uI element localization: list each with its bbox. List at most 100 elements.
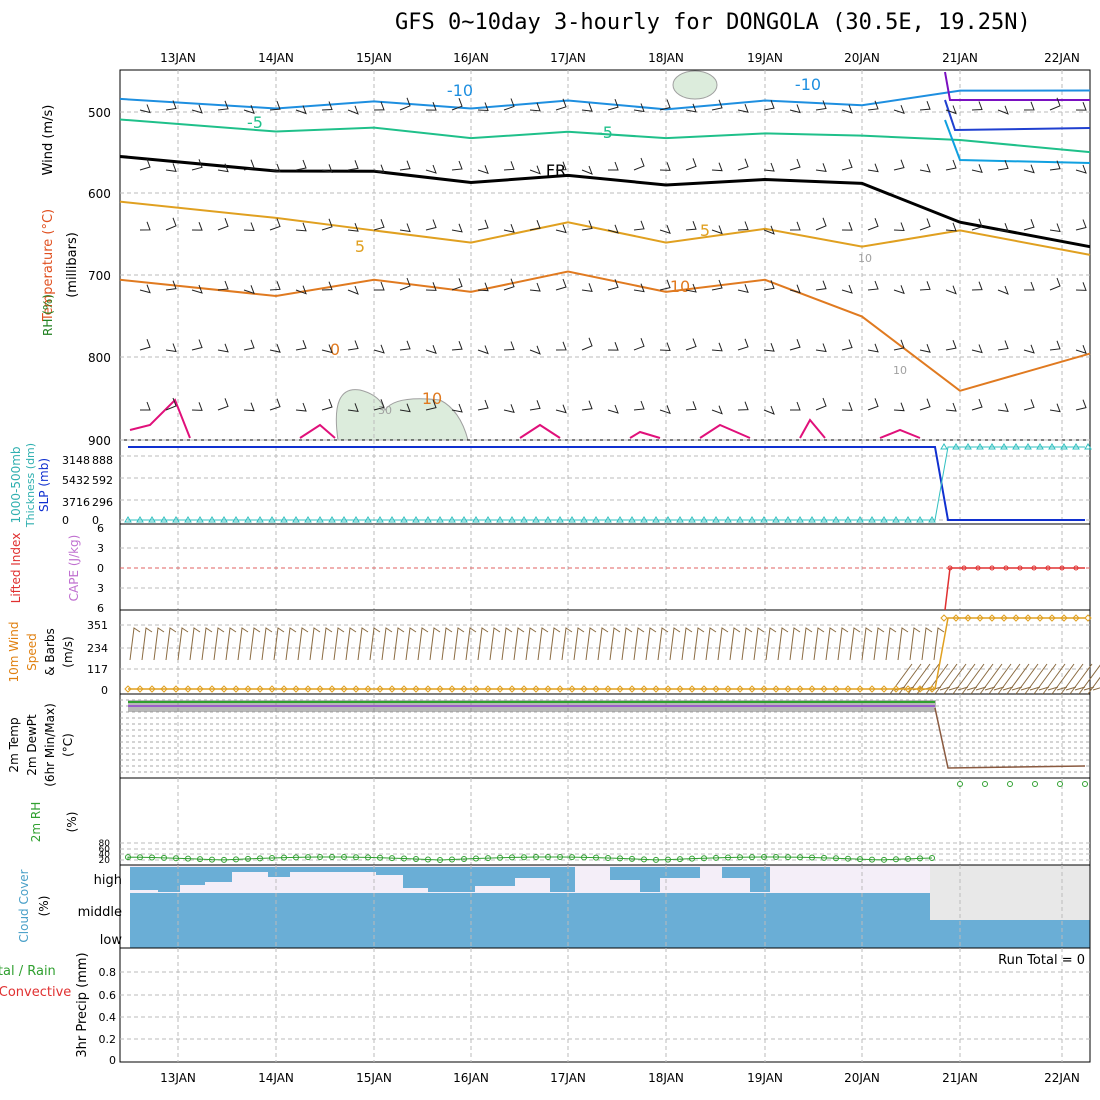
thickness-marker	[184, 516, 192, 523]
cloud-high-step	[750, 867, 770, 892]
wind-barb	[399, 97, 411, 111]
wind-barb	[373, 218, 385, 231]
cloud-high-step	[428, 867, 475, 892]
thickness-marker	[124, 516, 132, 523]
wind10m-marker	[352, 685, 360, 693]
lifted-marker	[989, 565, 995, 571]
wind10m-barb	[537, 627, 549, 661]
thickness-marker	[916, 516, 924, 523]
wind-barb	[607, 224, 619, 234]
wind-barb	[1023, 218, 1035, 231]
temp-contour-hot	[129, 398, 921, 439]
wind-barb	[815, 100, 827, 111]
wind10m-marker	[604, 685, 612, 693]
wind-barb	[659, 162, 671, 171]
wind-barb	[1049, 97, 1061, 111]
cloud-high-step	[475, 867, 515, 886]
wind10m-marker	[376, 685, 384, 693]
wind-barb	[269, 281, 281, 291]
wind-barb	[659, 279, 671, 291]
wind-barb	[503, 223, 515, 233]
date-label-bottom: 14JAN	[258, 1071, 294, 1085]
wind10m-barb-dense	[1051, 663, 1075, 695]
wind-barb	[243, 285, 255, 295]
wind-barb	[945, 222, 957, 232]
wind10m-marker	[916, 685, 924, 693]
thickness-marker	[760, 516, 768, 523]
wind10m-marker	[148, 685, 156, 693]
thickness-marker	[868, 516, 876, 523]
slp-ylabel-a: 1000-500mb	[9, 446, 23, 523]
wind-barb	[451, 403, 463, 413]
wind-barb	[608, 161, 619, 171]
wind-barb	[217, 398, 229, 411]
wind-barb	[1075, 399, 1087, 411]
wind-barb	[451, 223, 463, 233]
wind-barb	[374, 281, 385, 291]
wind-barb	[347, 285, 359, 295]
wind-barb	[191, 104, 203, 114]
wind10m-marker	[340, 685, 348, 693]
lifted-marker	[975, 565, 981, 571]
contour-label: 5	[700, 221, 710, 240]
wind-barb	[581, 400, 593, 411]
wind10m-marker	[880, 685, 888, 693]
wind-barb	[321, 164, 333, 174]
wind10m-marker	[364, 685, 372, 693]
wind10m-barb	[645, 627, 657, 661]
wind-barb	[295, 339, 307, 351]
thickness-marker	[316, 516, 324, 523]
date-label-bottom: 21JAN	[942, 1071, 978, 1085]
wind-barb	[321, 101, 333, 111]
thickness-marker	[604, 516, 612, 523]
wind-barb	[763, 162, 775, 172]
thickness-marker	[700, 516, 708, 523]
lifted-line	[944, 567, 1085, 611]
wind-barb	[893, 222, 905, 232]
wind10m-marker	[292, 685, 300, 693]
wind10m-barb	[813, 627, 825, 661]
wind-barb	[685, 220, 697, 231]
wind-barb	[503, 278, 515, 291]
wind-barb	[295, 159, 307, 171]
thickness-marker	[964, 443, 972, 450]
wind-barb	[919, 100, 931, 111]
wind-barb	[789, 221, 801, 231]
date-label-bottom: 16JAN	[453, 1071, 489, 1085]
wind10m-barb-dense	[1024, 663, 1048, 695]
pressure-tick-label: 700	[88, 269, 111, 283]
precip-tick: 0.2	[99, 1033, 117, 1046]
thickness-marker	[532, 516, 540, 523]
wind10m-marker	[304, 685, 312, 693]
thickness-marker	[496, 516, 504, 523]
slp-tick-left: 3148	[62, 454, 90, 467]
thickness-marker	[748, 516, 756, 523]
thickness-marker	[136, 516, 144, 523]
thickness-marker	[832, 516, 840, 523]
date-label-top: 19JAN	[747, 51, 783, 65]
wind10m-marker	[436, 685, 444, 693]
thickness-marker	[616, 516, 624, 523]
lifted-marker	[1045, 565, 1051, 571]
wind10m-marker	[724, 685, 732, 693]
wind-barb	[269, 398, 281, 411]
wind-barb	[919, 163, 931, 173]
wind-barb	[347, 160, 359, 171]
wind-barb	[243, 339, 255, 351]
wind10m-marker	[1036, 614, 1044, 622]
cloud-ylabel-b: (%)	[37, 896, 51, 917]
wind-barb	[165, 163, 177, 172]
lifted-tick: 6	[97, 522, 104, 535]
wind10m-marker	[676, 685, 684, 693]
thickness-marker	[208, 516, 216, 523]
wind10m-marker	[124, 685, 132, 693]
wind-barb	[659, 405, 671, 415]
cloud-high-step	[376, 867, 403, 875]
wind10m-marker	[328, 685, 336, 693]
thickness-marker	[580, 516, 588, 523]
wind-barb	[165, 397, 177, 411]
wind10m-marker	[1024, 614, 1032, 622]
contour-label: -10	[447, 81, 473, 100]
thickness-marker	[352, 516, 360, 523]
